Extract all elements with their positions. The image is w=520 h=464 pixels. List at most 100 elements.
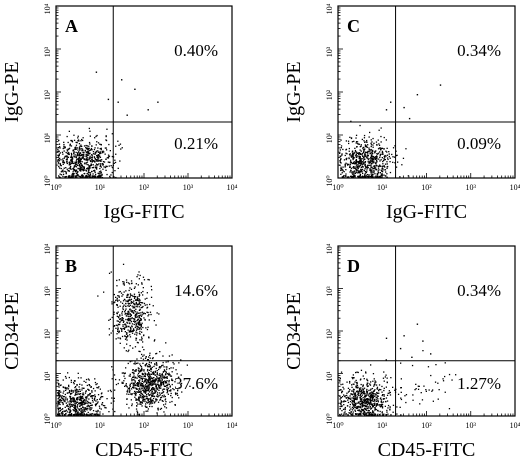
event-dot [106,128,108,130]
event-dot [147,387,149,389]
event-dot [359,379,362,381]
event-dot [83,155,85,157]
event-dot [374,176,376,178]
event-dot [444,391,446,393]
event-dot [85,153,87,156]
event-dot [141,375,143,378]
event-dot [138,385,140,387]
event-dot [122,281,124,283]
event-dot [343,413,345,416]
y-axis-label: CD34-PE [283,292,305,370]
event-dot [160,380,162,382]
event-dot [99,152,101,154]
event-dot [60,174,63,176]
event-dot [358,162,360,164]
event-dot [78,153,80,155]
event-dot [127,299,129,301]
event-dot [371,398,374,400]
event-dot [97,394,100,396]
event-dot [339,395,341,398]
event-dot [368,398,370,401]
event-dot [78,396,80,398]
event-dot [347,397,350,399]
event-dot [361,394,363,396]
event-dot [66,175,68,178]
event-dot [385,139,387,141]
event-dot [156,383,158,385]
event-dot [375,161,377,164]
event-dot [364,164,366,166]
event-dot [72,382,75,384]
event-dot [390,377,392,379]
event-dot [382,160,384,163]
event-dot [73,152,75,154]
event-dot [157,379,159,381]
event-dot [381,406,384,408]
event-dot [118,379,121,381]
event-dot [113,302,115,304]
event-dot [173,389,175,391]
event-dot [68,130,70,132]
event-dot [340,158,342,160]
event-dot [399,176,401,178]
event-dot [137,372,140,374]
event-dot [339,405,341,408]
event-dot [360,390,363,392]
event-dot [403,335,405,337]
event-dot [88,141,91,144]
event-dot [381,402,383,404]
event-dot [73,404,75,406]
event-dot [368,414,370,416]
event-dot [353,397,355,400]
event-dot [359,153,361,155]
event-dot [68,384,70,386]
event-dot [358,170,360,172]
event-dot [142,393,144,396]
event-dot [361,168,364,171]
event-dot [75,144,78,146]
event-dot [102,168,104,170]
event-dot [353,151,355,154]
event-dot [139,401,142,404]
event-dot [79,165,81,167]
event-dot [111,301,113,303]
event-dot [76,412,78,415]
event-dot [123,380,125,382]
event-dot [388,151,390,153]
event-dot [83,410,85,412]
event-dot [376,392,378,395]
event-dot [380,399,383,401]
event-dot [163,377,166,379]
event-dot [370,394,373,396]
event-dot [68,390,71,392]
event-dot [154,380,156,383]
event-dot [343,394,345,396]
event-dot [345,173,347,175]
event-dot [134,381,136,383]
event-dot [74,163,77,165]
event-dot [353,162,355,164]
event-dot [146,304,148,306]
event-dot [134,333,136,335]
event-dot [99,407,101,409]
event-dot [139,365,142,367]
event-dot [165,361,167,363]
event-dot [88,150,90,152]
event-dot [350,411,352,413]
event-dot [84,149,86,152]
event-dot [366,175,368,178]
event-dot [143,399,146,401]
event-dot [127,303,130,305]
event-dot [358,388,361,390]
event-dot [109,150,111,152]
event-dot [84,396,87,398]
event-dot [68,167,70,170]
event-dot [78,403,80,405]
event-dot [361,400,363,403]
event-dot [78,386,80,388]
event-dot [82,151,84,154]
event-dot [387,404,390,407]
event-dot [405,401,407,404]
event-dot [123,372,125,374]
event-dot [144,405,146,407]
